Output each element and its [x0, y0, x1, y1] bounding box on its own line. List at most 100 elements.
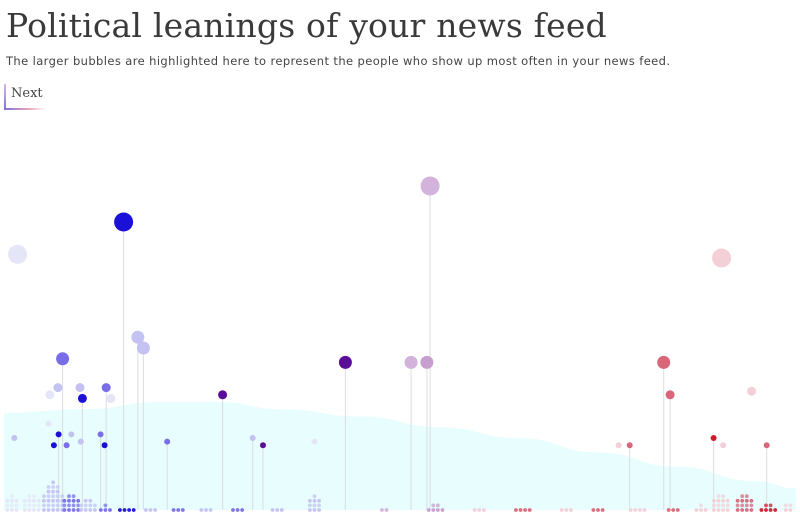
- feed-dot: [103, 503, 108, 508]
- feed-dot: [725, 498, 730, 503]
- feed-dot: [712, 503, 716, 508]
- person-bubble[interactable]: [11, 435, 18, 441]
- feed-dot: [93, 508, 97, 512]
- person-bubble[interactable]: [45, 420, 52, 427]
- top-person-bubble[interactable]: [420, 176, 440, 196]
- person-bubble[interactable]: [50, 442, 57, 449]
- feed-dot: [740, 494, 745, 499]
- person-bubble[interactable]: [626, 442, 633, 449]
- feed-dot: [783, 508, 788, 512]
- feed-dot: [22, 508, 27, 512]
- feed-dot: [564, 508, 569, 512]
- feed-dot: [749, 503, 754, 508]
- person-bubble[interactable]: [710, 435, 717, 441]
- feed-dot: [716, 494, 721, 499]
- person-bubble[interactable]: [75, 383, 85, 393]
- feed-dot: [633, 508, 638, 512]
- person-bubble[interactable]: [55, 431, 62, 438]
- feed-dot: [32, 503, 36, 508]
- feed-dot: [716, 508, 721, 512]
- feed-dot: [312, 494, 317, 499]
- person-bubble[interactable]: [53, 383, 63, 393]
- feed-dot: [10, 503, 14, 508]
- feed-dot: [42, 508, 46, 512]
- top-person-bubble[interactable]: [338, 355, 352, 369]
- person-bubble[interactable]: [720, 442, 727, 449]
- feed-dot: [171, 508, 176, 512]
- feed-dot: [788, 503, 793, 508]
- feed-dot: [60, 494, 65, 499]
- top-person-bubble[interactable]: [56, 352, 70, 366]
- next-button[interactable]: Next: [4, 84, 48, 110]
- top-person-bubble[interactable]: [8, 244, 27, 264]
- feed-dot: [36, 498, 41, 503]
- feed-dot: [712, 508, 716, 512]
- person-bubble[interactable]: [101, 442, 108, 449]
- feed-dot: [703, 508, 708, 512]
- feed-dot: [42, 503, 46, 508]
- feed-dot: [569, 508, 573, 512]
- person-bubble[interactable]: [249, 435, 256, 441]
- top-person-bubble[interactable]: [657, 355, 671, 369]
- person-bubble[interactable]: [97, 431, 104, 438]
- feed-dot: [628, 508, 633, 512]
- top-person-bubble[interactable]: [114, 212, 134, 232]
- feed-dot: [472, 508, 477, 512]
- person-bubble[interactable]: [45, 390, 55, 400]
- person-bubble[interactable]: [747, 386, 757, 396]
- feed-dot: [735, 503, 740, 508]
- person-bubble[interactable]: [164, 438, 171, 445]
- feed-dot: [773, 508, 778, 512]
- feed-dot: [744, 494, 749, 499]
- top-person-bubble[interactable]: [131, 330, 145, 344]
- top-person-bubble[interactable]: [404, 355, 418, 369]
- feed-dot: [76, 498, 81, 503]
- feed-dot: [22, 498, 27, 503]
- feed-dot: [312, 498, 317, 503]
- feed-dot: [27, 498, 32, 503]
- person-bubble[interactable]: [77, 438, 84, 445]
- page-title: Political leanings of your news feed: [6, 6, 607, 45]
- top-person-bubble[interactable]: [420, 355, 434, 369]
- feed-dot: [55, 489, 60, 494]
- person-bubble[interactable]: [615, 442, 622, 449]
- feed-dot: [98, 508, 103, 512]
- feed-dot: [67, 498, 71, 503]
- feed-dot: [14, 503, 19, 508]
- person-bubble[interactable]: [763, 442, 770, 449]
- person-bubble[interactable]: [260, 442, 266, 449]
- person-bubble[interactable]: [311, 438, 318, 445]
- person-bubble[interactable]: [77, 393, 87, 403]
- feed-dot: [675, 508, 680, 512]
- feed-dot: [204, 508, 208, 512]
- feed-dot: [46, 485, 51, 489]
- feed-dot: [71, 508, 76, 512]
- person-bubble[interactable]: [665, 390, 675, 400]
- feed-dot: [481, 508, 486, 512]
- top-person-bubble[interactable]: [712, 248, 732, 268]
- person-bubble[interactable]: [63, 442, 70, 449]
- feed-dot: [759, 508, 764, 512]
- top-person-bubble[interactable]: [136, 341, 150, 355]
- feed-dot: [27, 508, 32, 512]
- feed-dot: [10, 508, 14, 512]
- feed-dot: [5, 503, 10, 508]
- feed-dot: [55, 485, 60, 489]
- person-bubble[interactable]: [101, 383, 111, 393]
- feed-dot: [279, 508, 284, 512]
- person-bubble[interactable]: [68, 431, 75, 438]
- feed-dot: [122, 508, 127, 512]
- feed-dot: [51, 489, 55, 494]
- next-button-label: Next: [11, 86, 43, 101]
- feed-dot: [788, 508, 793, 512]
- feed-dot: [725, 508, 730, 512]
- feed-dot: [559, 508, 564, 512]
- feed-dot: [768, 503, 773, 508]
- person-bubble[interactable]: [218, 390, 228, 400]
- feed-dot: [36, 503, 41, 508]
- feed-dot: [67, 494, 71, 499]
- feed-dot: [744, 503, 749, 508]
- person-bubble[interactable]: [106, 393, 116, 403]
- feed-dot: [694, 508, 699, 512]
- feed-dot: [716, 503, 721, 508]
